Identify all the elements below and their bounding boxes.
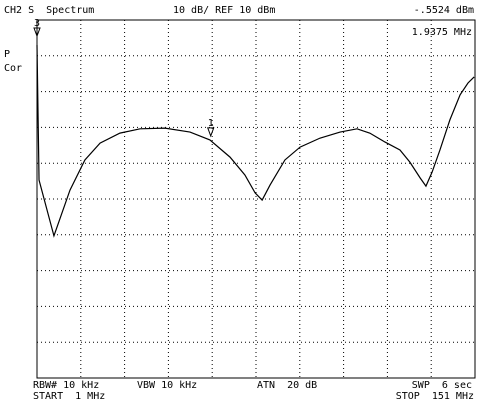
status: P bbox=[4, 49, 10, 60]
attenuation: ATN 20 dB bbox=[257, 380, 317, 391]
sweep: SWP 6 sec bbox=[412, 380, 472, 391]
marker bbox=[33, 27, 41, 38]
marker bbox=[207, 127, 215, 138]
plot-frame bbox=[36, 19, 476, 379]
start-freq: START 1 MHz bbox=[33, 391, 105, 402]
scale-label: 10 dB/ REF 10 dBm bbox=[173, 5, 275, 16]
stop-freq: STOP 151 MHz bbox=[396, 391, 474, 402]
marker-label: 3 bbox=[34, 18, 40, 29]
marker-label: 1 bbox=[208, 118, 214, 129]
marker-level: -.5524 dBm bbox=[414, 5, 474, 16]
trace bbox=[36, 45, 475, 238]
marker-freq: 1.9375 MHz bbox=[412, 27, 472, 38]
channel-title: CH2 S Spectrum bbox=[4, 5, 94, 16]
status: Cor bbox=[4, 63, 22, 74]
rbw: RBW# 10 kHz bbox=[33, 380, 99, 391]
vbw: VBW 10 kHz bbox=[137, 380, 197, 391]
